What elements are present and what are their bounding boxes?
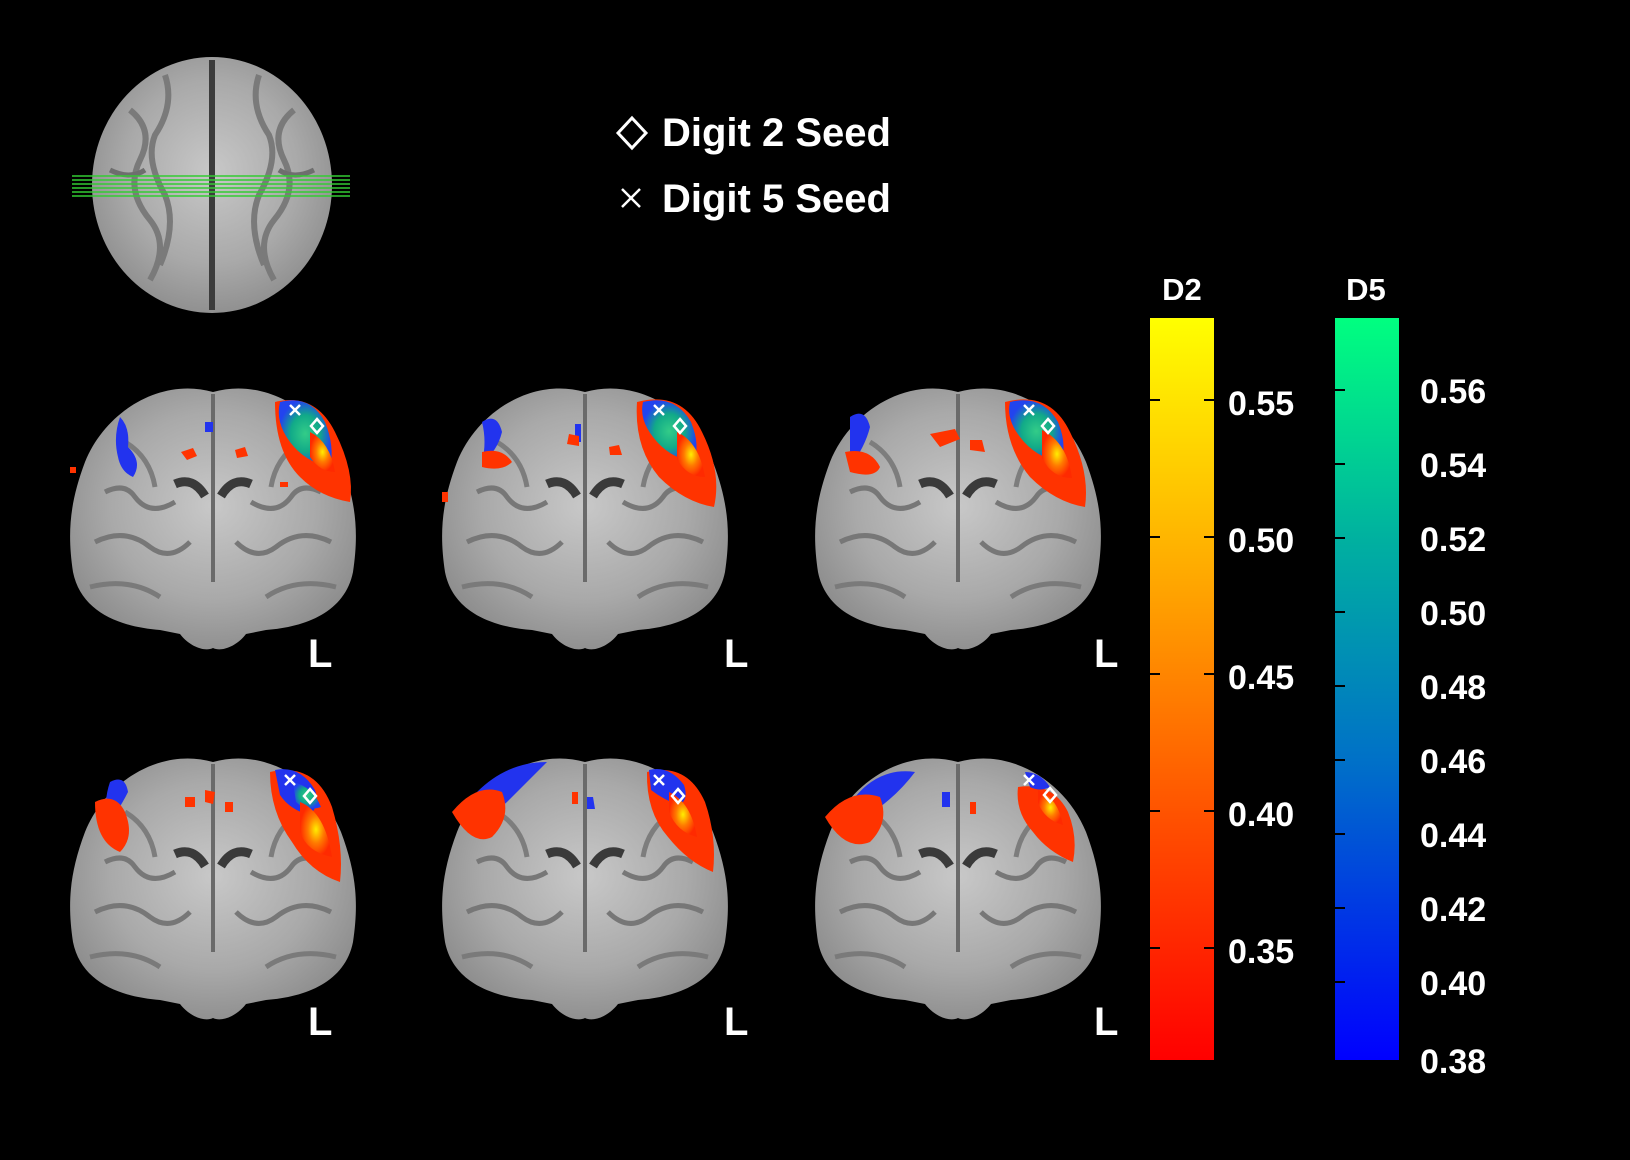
colorbar-d5-gradient [1335, 318, 1399, 1060]
colorbar-d5-tick-0: 0.56 [1420, 373, 1486, 411]
colorbar-d5-tick-8: 0.40 [1420, 965, 1486, 1003]
colorbar-d5-tick-4: 0.48 [1420, 669, 1486, 707]
colorbar-d5-tick-7: 0.42 [1420, 891, 1486, 929]
legend-d5-seed-label: Digit 5 Seed [662, 177, 891, 221]
legend-d2-seed-label: Digit 2 Seed [662, 111, 891, 155]
orientation-label-5: L [724, 1000, 748, 1044]
colorbar-d2-tick-0: 0.55 [1228, 385, 1294, 423]
coronal-slice-6 [815, 758, 1101, 1019]
orientation-label-1: L [308, 632, 332, 676]
orientation-label-4: L [308, 1000, 332, 1044]
colorbar-d2-tick-4: 0.35 [1228, 933, 1294, 971]
orientation-label-6: L [1094, 1000, 1118, 1044]
colorbar-d2-tick-1: 0.50 [1228, 522, 1294, 560]
colorbar-d5-tick-1: 0.54 [1420, 447, 1486, 485]
colorbar-d5-tick-9: 0.38 [1420, 1043, 1486, 1081]
colorbar-d2-gradient [1150, 318, 1214, 1060]
colorbar-d5-tick-6: 0.44 [1420, 817, 1486, 855]
cross-marker-icon [621, 188, 641, 208]
orientation-label-3: L [1094, 632, 1118, 676]
colorbar-d2-tick-3: 0.40 [1228, 796, 1294, 834]
colorbar-d2-tick-2: 0.45 [1228, 659, 1294, 697]
axial-reference-image [92, 57, 332, 313]
diamond-marker-icon [615, 115, 649, 151]
orientation-label-2: L [724, 632, 748, 676]
slice-position-lines [72, 175, 350, 197]
colorbar-d5-tick-3: 0.50 [1420, 595, 1486, 633]
coronal-slice-4 [70, 758, 356, 1019]
colorbar-d2-title: D2 [1162, 272, 1202, 307]
coronal-slice-5 [442, 758, 728, 1019]
colorbar-d5-tick-2: 0.52 [1420, 521, 1486, 559]
colorbar-d5-title: D5 [1346, 272, 1386, 307]
colorbar-d5-tick-5: 0.46 [1420, 743, 1486, 781]
coronal-slice-3 [815, 388, 1101, 649]
coronal-slice-1 [70, 388, 356, 649]
coronal-slice-2 [442, 388, 728, 649]
colorbar-d2: D2 0.55 0.50 0.45 0.40 0.35 [1150, 272, 1294, 1060]
colorbar-d5: D5 0.56 0.54 0.52 0.50 0.48 0.46 0.44 0.… [1335, 272, 1486, 1081]
seed-legend: Digit 2 Seed Digit 5 Seed [615, 111, 891, 221]
